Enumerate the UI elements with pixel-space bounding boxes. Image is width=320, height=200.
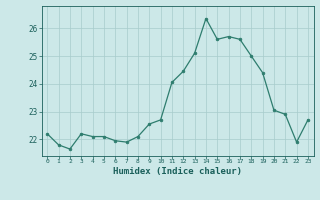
X-axis label: Humidex (Indice chaleur): Humidex (Indice chaleur) xyxy=(113,167,242,176)
